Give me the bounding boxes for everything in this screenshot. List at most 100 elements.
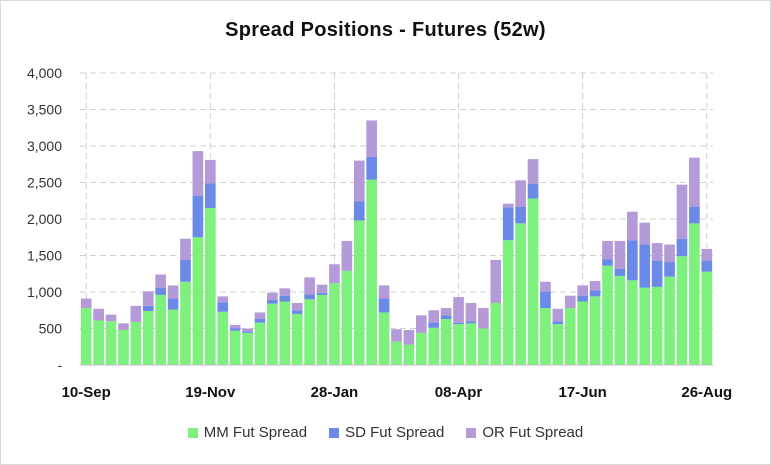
bar-sd bbox=[167, 298, 179, 310]
bar-or bbox=[689, 157, 700, 207]
bar-sd bbox=[217, 302, 229, 312]
bar-or bbox=[254, 312, 266, 320]
bar-sd bbox=[378, 298, 390, 313]
legend-swatch-mm bbox=[187, 427, 198, 438]
bar-or bbox=[204, 159, 216, 184]
x-tick-label: 26-Aug bbox=[681, 384, 732, 401]
bar-mm bbox=[192, 237, 204, 365]
bar-sd bbox=[242, 331, 253, 333]
chart-legend: MM Fut Spread SD Fut Spread OR Fut Sprea… bbox=[0, 424, 771, 441]
bar-or bbox=[478, 308, 489, 329]
bar-or bbox=[180, 238, 191, 260]
bar-or bbox=[502, 203, 514, 208]
bar-mm bbox=[490, 302, 502, 365]
bar-or bbox=[552, 308, 564, 322]
x-tick-label: 10-Sep bbox=[62, 384, 111, 401]
bar-sd bbox=[279, 295, 291, 302]
bar-sd bbox=[155, 287, 167, 295]
bar-mm bbox=[130, 321, 142, 365]
y-tick-label: 3,500 bbox=[27, 102, 62, 118]
legend-label-sd: SD Fut Spread bbox=[345, 424, 445, 441]
y-tick-label: 1,000 bbox=[27, 284, 62, 300]
bar-sd bbox=[651, 260, 663, 287]
bar-mm bbox=[639, 287, 651, 365]
bar-mm bbox=[378, 312, 390, 365]
x-tick-label: 08-Apr bbox=[435, 384, 483, 401]
bar-or bbox=[378, 285, 390, 299]
bar-mm bbox=[676, 256, 688, 365]
bar-mm bbox=[478, 328, 489, 365]
bar-mm bbox=[105, 321, 117, 365]
bar-or bbox=[428, 310, 440, 323]
bar-mm bbox=[142, 310, 154, 365]
bar-mm bbox=[217, 311, 229, 365]
bar-mm bbox=[502, 240, 514, 365]
bar-mm bbox=[229, 330, 241, 365]
bar-or bbox=[316, 284, 328, 293]
y-tick-label: 500 bbox=[39, 321, 63, 337]
bar-or bbox=[366, 120, 378, 157]
bar-sd bbox=[577, 295, 589, 302]
bar-or bbox=[279, 288, 291, 296]
bar-or bbox=[540, 281, 551, 292]
bar-or bbox=[105, 314, 117, 322]
bar-mm bbox=[515, 223, 526, 365]
bar-or bbox=[602, 240, 613, 260]
bar-mm bbox=[254, 322, 266, 365]
bar-sd bbox=[614, 268, 626, 276]
bar-or bbox=[229, 324, 241, 329]
bar-or bbox=[490, 259, 502, 303]
bar-mm bbox=[651, 286, 663, 365]
bar-or bbox=[701, 248, 713, 261]
bar-or bbox=[515, 180, 526, 207]
bar-mm bbox=[453, 324, 464, 365]
bar-mm bbox=[577, 301, 589, 365]
bar-or bbox=[80, 298, 92, 309]
bar-mm bbox=[527, 198, 539, 365]
bar-or bbox=[527, 159, 539, 184]
bar-or bbox=[453, 297, 464, 323]
bar-mm bbox=[180, 281, 191, 365]
bar-or bbox=[403, 329, 415, 345]
bar-mm bbox=[341, 270, 353, 365]
bar-mm bbox=[540, 308, 551, 365]
bar-sd bbox=[316, 292, 328, 295]
bar-or bbox=[664, 244, 675, 263]
y-tick-label: 2,500 bbox=[27, 175, 62, 191]
bar-sd bbox=[254, 319, 266, 323]
bar-sd bbox=[291, 310, 303, 314]
bar-or bbox=[167, 285, 179, 299]
bar-or bbox=[353, 160, 365, 202]
bar-mm bbox=[403, 344, 415, 365]
bar-or bbox=[626, 211, 638, 241]
bar-mm bbox=[415, 332, 427, 365]
y-tick-label: 1,500 bbox=[27, 248, 62, 264]
legend-item-or: OR Fut Spread bbox=[466, 424, 583, 441]
bar-mm bbox=[391, 341, 402, 365]
bar-mm bbox=[366, 179, 378, 365]
bar-mm bbox=[267, 303, 278, 365]
bar-sd bbox=[502, 207, 514, 241]
bar-sd bbox=[626, 240, 638, 281]
bar-or bbox=[465, 302, 477, 322]
bar-mm bbox=[552, 324, 564, 365]
bar-mm bbox=[465, 323, 477, 365]
legend-swatch-or bbox=[466, 427, 477, 438]
bar-or bbox=[329, 264, 340, 284]
bar-sd bbox=[229, 328, 241, 331]
bar-mm bbox=[626, 280, 638, 365]
chart-title: Spread Positions - Futures (52w) bbox=[225, 19, 546, 41]
bar-sd bbox=[304, 294, 315, 300]
bar-sd bbox=[465, 321, 477, 324]
bar-sd bbox=[515, 206, 526, 224]
y-tick-label: - bbox=[57, 357, 62, 373]
bar-sd bbox=[353, 201, 365, 221]
bar-sd bbox=[701, 260, 713, 272]
y-tick-label: 3,000 bbox=[27, 138, 62, 154]
bar-sd bbox=[689, 206, 700, 224]
x-tick-label: 28-Jan bbox=[311, 384, 359, 401]
bar-or bbox=[676, 184, 688, 239]
bar-mm bbox=[428, 327, 440, 365]
bar-mm bbox=[304, 299, 315, 365]
bar-sd bbox=[142, 305, 154, 311]
